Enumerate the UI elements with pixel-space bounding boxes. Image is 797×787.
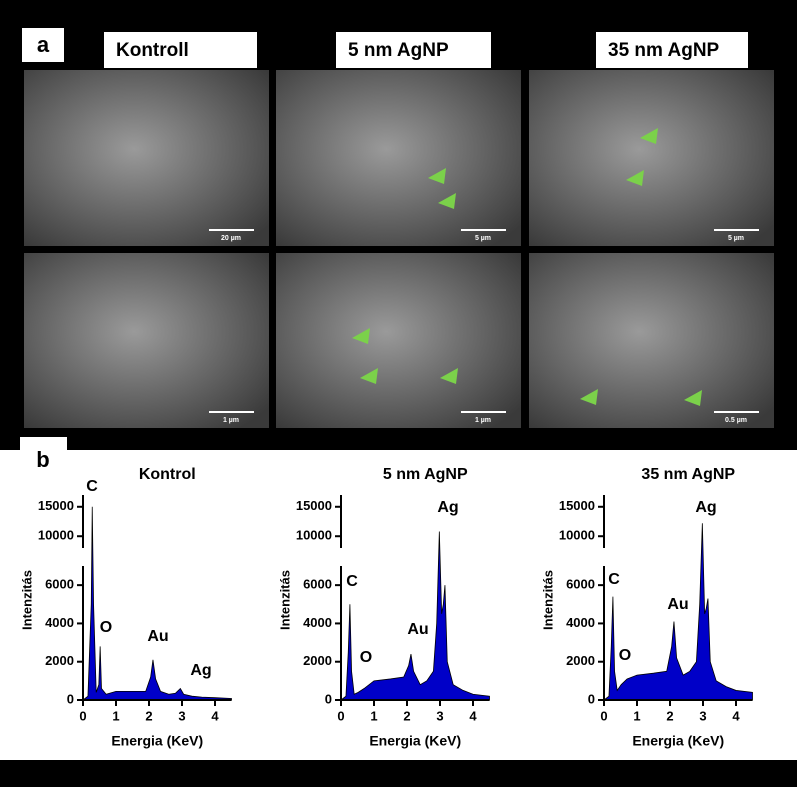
x-tick-label: 1 — [633, 708, 640, 723]
scale-bar-label: 5 µm — [728, 235, 744, 242]
chart-title: 35 nm AgNP — [641, 466, 735, 483]
x-tick-label: 3 — [436, 708, 443, 723]
y-axis-label: Intenzitás — [19, 570, 34, 630]
scale-bar-label: 1 µm — [223, 417, 239, 424]
y-tick-label: 4000 — [566, 615, 595, 630]
x-tick-label: 0 — [600, 708, 607, 723]
y-tick-label: 0 — [325, 691, 332, 706]
x-tick-label: 1 — [112, 708, 119, 723]
sem-image — [276, 70, 521, 246]
x-tick-label: 4 — [732, 708, 740, 723]
x-axis-label: Energia (KeV) — [111, 733, 203, 749]
y-axis-label: Intenzitás — [540, 570, 555, 630]
spectrum-area — [602, 523, 753, 701]
label-box — [22, 28, 64, 62]
x-tick-label: 4 — [211, 708, 219, 723]
x-tick-label: 2 — [145, 708, 152, 723]
y-tick-label: 15000 — [559, 498, 595, 513]
arrowheads — [352, 128, 702, 406]
sem-grid: 20 µm 5 µm 5 µm 1 µm 1 µm 0.5 µm — [24, 70, 774, 428]
peak-label: Ag — [190, 662, 211, 679]
peak-label: Au — [667, 596, 688, 613]
scale-bar-label: 5 µm — [475, 235, 491, 242]
scale-bar-label: 20 µm — [221, 235, 241, 242]
peak-label: O — [360, 649, 372, 666]
peak-label: O — [100, 619, 112, 636]
x-tick-label: 1 — [370, 708, 377, 723]
sem-image — [529, 70, 774, 246]
scale-bar-label: 1 µm — [475, 417, 491, 424]
peak-label: C — [608, 571, 620, 588]
peak-label: Ag — [437, 499, 458, 516]
x-tick-label: 3 — [699, 708, 706, 723]
scale-bar-label: 0.5 µm — [725, 417, 747, 424]
column-header: Kontroll — [116, 40, 189, 61]
panel-label: a — [37, 32, 50, 57]
x-axis-label: Energia (KeV) — [632, 733, 724, 749]
y-tick-label: 2000 — [45, 653, 74, 668]
sem-image — [24, 70, 269, 246]
sem-image — [24, 253, 269, 428]
spectrum-area — [339, 531, 490, 701]
panel-b-background — [0, 450, 797, 760]
x-axis-label: Energia (KeV) — [369, 733, 461, 749]
spectrum-area — [81, 506, 232, 701]
panel-label: b — [36, 447, 49, 472]
y-tick-label: 4000 — [303, 615, 332, 630]
x-tick-label: 0 — [79, 708, 86, 723]
sem-image — [276, 253, 521, 428]
x-tick-label: 4 — [469, 708, 477, 723]
x-tick-label: 3 — [178, 708, 185, 723]
column-header: 35 nm AgNP — [608, 40, 720, 61]
x-tick-label: 2 — [666, 708, 673, 723]
chart-title: 5 nm AgNP — [383, 466, 468, 483]
y-tick-label: 10000 — [296, 528, 332, 543]
column-header-box — [596, 32, 748, 68]
peak-label: O — [619, 647, 631, 664]
y-tick-label: 15000 — [38, 498, 74, 513]
label-box — [20, 437, 67, 475]
peak-label: Ag — [695, 499, 716, 516]
column-header-box — [104, 32, 257, 68]
y-tick-label: 10000 — [559, 528, 595, 543]
chart-title: Kontrol — [139, 466, 196, 483]
column-header: 5 nm AgNP — [348, 40, 449, 61]
y-axis-label: Intenzitás — [277, 570, 292, 630]
y-tick-label: 2000 — [303, 653, 332, 668]
peak-label: C — [86, 478, 98, 495]
y-tick-label: 6000 — [45, 577, 74, 592]
y-tick-label: 4000 — [45, 615, 74, 630]
y-tick-label: 0 — [588, 691, 595, 706]
sem-image — [529, 253, 774, 428]
peak-label: Au — [407, 621, 428, 638]
column-header-box — [336, 32, 491, 68]
y-tick-label: 10000 — [38, 528, 74, 543]
y-tick-label: 6000 — [303, 577, 332, 592]
y-tick-label: 15000 — [296, 498, 332, 513]
peak-label: C — [346, 573, 358, 590]
x-tick-label: 0 — [337, 708, 344, 723]
y-tick-label: 6000 — [566, 577, 595, 592]
y-tick-label: 2000 — [566, 653, 595, 668]
y-tick-label: 0 — [67, 691, 74, 706]
peak-label: Au — [147, 628, 168, 645]
x-tick-label: 2 — [403, 708, 410, 723]
